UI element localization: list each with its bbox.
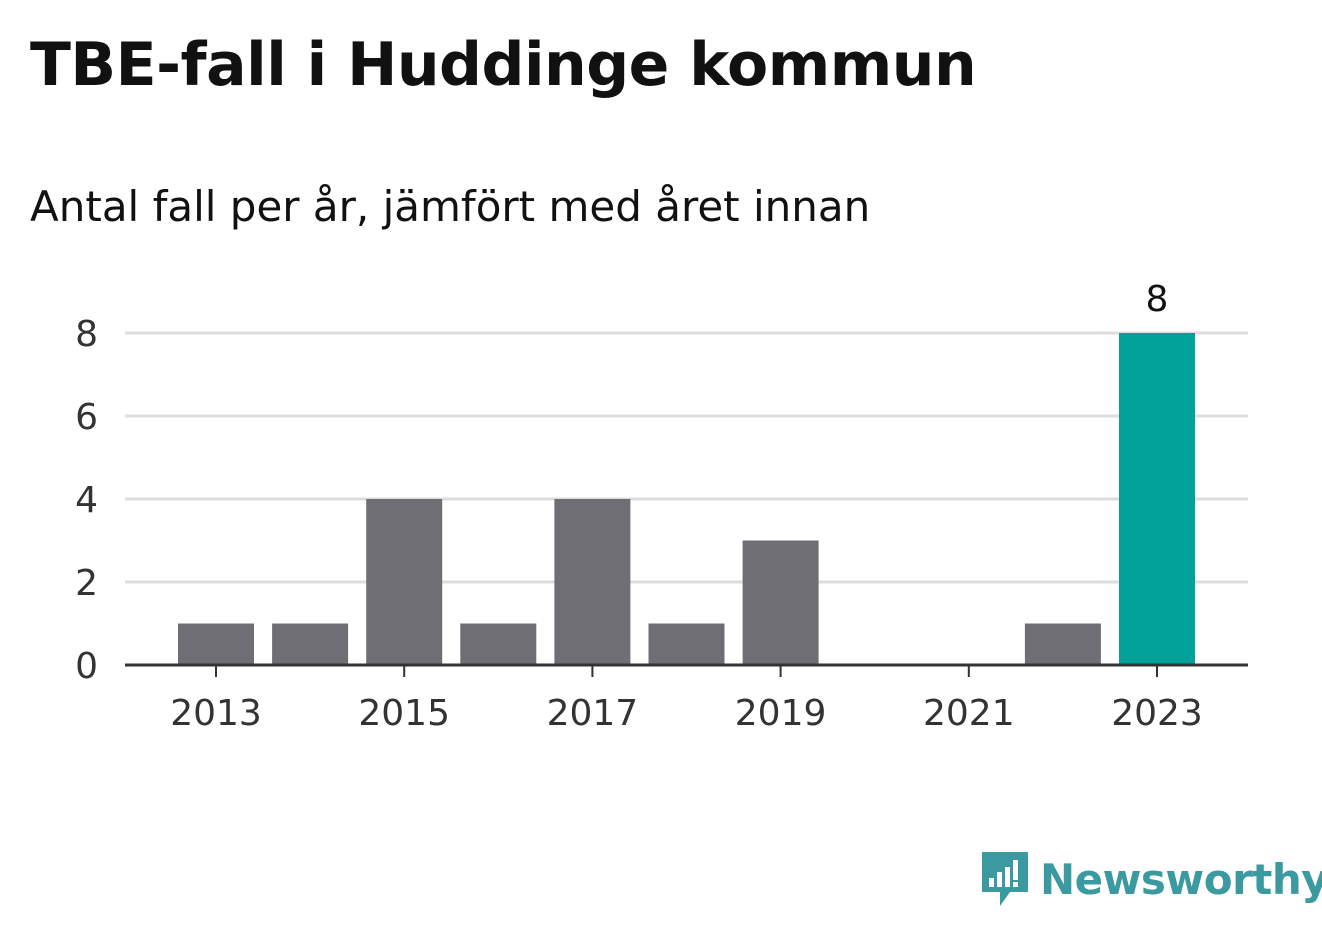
x-tick-label-2019: 2019 [735,693,827,734]
x-tick-label-2021: 2021 [923,693,1015,734]
bar-2017 [554,499,631,665]
bar-2022 [1024,623,1101,665]
y-tick-label-8: 8 [75,314,98,355]
y-tick-label-2: 2 [75,563,98,604]
x-tick-label-2013: 2013 [170,693,262,734]
bar-2018 [648,623,725,665]
y-tick-label-0: 0 [75,646,98,687]
bar-2013 [178,623,254,665]
bar-2016 [460,623,537,665]
y-tick-label-4: 4 [75,480,98,521]
chart-subtitle: Antal fall per år, jämfört med året inna… [30,182,871,231]
newsworthy-logo-icon [982,852,1028,906]
x-tick-label-2023: 2023 [1111,693,1203,734]
newsworthy-logo: Newsworthy [980,848,1322,910]
bar-2015 [366,499,443,665]
bar-2019 [742,540,819,665]
x-tick-label-2015: 2015 [358,693,450,734]
bar-2023 [1119,333,1195,665]
x-tick-label-2017: 2017 [547,693,639,734]
data-label-2023: 8 [1146,279,1169,320]
newsworthy-logo-text: Newsworthy [1040,854,1322,904]
bar-2014 [272,623,349,665]
y-tick-label-6: 6 [75,397,98,438]
chart-title: TBE-fall i Huddinge kommun [30,30,977,100]
